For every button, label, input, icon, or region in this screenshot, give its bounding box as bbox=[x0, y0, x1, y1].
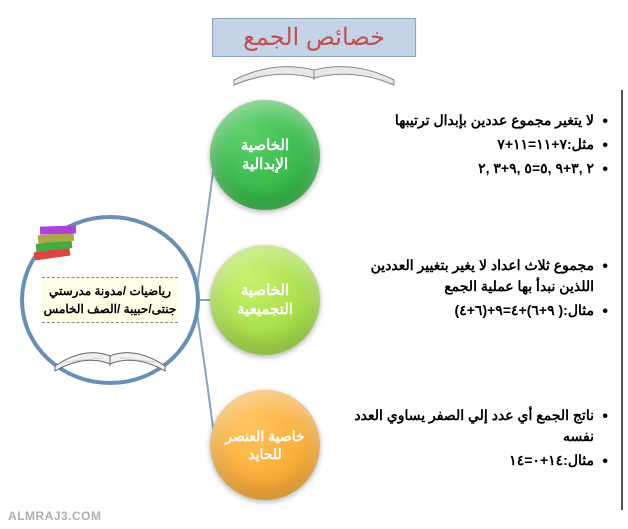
property-block-3: ناتج الجمع أي عدد إلي الصفر يساوي العدد … bbox=[338, 405, 608, 474]
property-block-2: مجموع ثلاث اعداد لا يغير بتغيير العددين … bbox=[338, 255, 608, 324]
prop3-desc: ناتج الجمع أي عدد إلي الصفر يساوي العدد … bbox=[338, 405, 608, 447]
property-circle-3: خاصية العنصر للحايد bbox=[210, 390, 320, 500]
hub-text: رياضيات /مدونة مدرستي جنتى/حبيبة /الصف ا… bbox=[42, 277, 179, 323]
watermark: ALMRAJ3.COM bbox=[8, 509, 102, 523]
prop2-desc: مجموع ثلاث اعداد لا يغير بتغيير العددين … bbox=[338, 255, 608, 297]
prop1-ex1: مثل:٧+١١=١١+٧ bbox=[338, 134, 608, 155]
hub-line2: جنتى/حبيبة /الصف الخامس bbox=[42, 300, 179, 318]
page-title: خصائص الجمع bbox=[212, 18, 416, 57]
property-circle-2: الخاصية التجميعية bbox=[210, 245, 320, 355]
prop1-desc: لا يتغير مجموع عددين بإبدال ترتيبها bbox=[338, 110, 608, 131]
open-book-icon bbox=[50, 316, 170, 376]
stacked-books-icon bbox=[32, 224, 87, 264]
property-block-1: لا يتغير مجموع عددين بإبدال ترتيبها مثل:… bbox=[338, 110, 608, 182]
property-circle-1: الخاصية الإبدالية bbox=[210, 100, 320, 210]
circle-label-2: الخاصية التجميعية bbox=[210, 275, 320, 326]
prop1-ex2: ٢ ,٣+٩ ,٥=٥ ,٩+٣ ,٢ bbox=[338, 158, 608, 179]
prop2-ex1: مثال:( ٩+٦)+٤=٩+(٦+٤) bbox=[338, 300, 608, 321]
circle-label-1: الخاصية الإبدالية bbox=[210, 130, 320, 181]
circle-label-3: خاصية العنصر للحايد bbox=[210, 421, 320, 469]
decorative-border bbox=[621, 90, 623, 510]
prop3-ex1: مثال:١٤+٠=١٤ bbox=[338, 450, 608, 471]
hub-circle: رياضيات /مدونة مدرستي جنتى/حبيبة /الصف ا… bbox=[20, 215, 200, 385]
hub-line1: رياضيات /مدونة مدرستي bbox=[42, 282, 179, 300]
